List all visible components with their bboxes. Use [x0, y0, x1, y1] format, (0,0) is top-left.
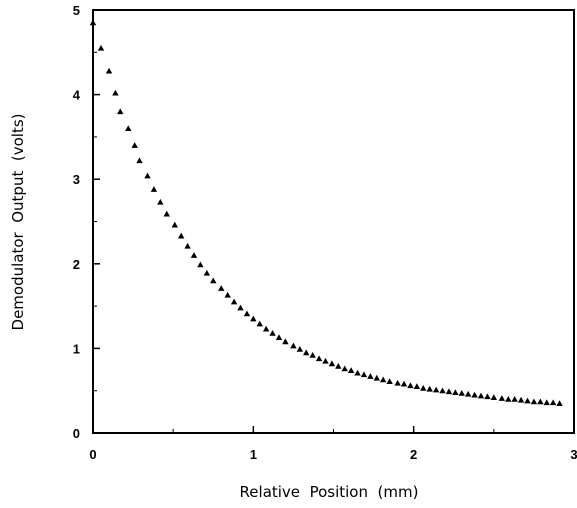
data-point [303, 349, 310, 356]
data-point [407, 382, 414, 389]
data-point [89, 19, 97, 26]
data-point [243, 310, 251, 317]
data-point [177, 232, 185, 239]
data-point [315, 355, 323, 362]
data-point [439, 387, 446, 394]
data-point [549, 399, 557, 406]
data-point [296, 346, 304, 352]
axis-ticks [92, 9, 575, 434]
data-point [256, 320, 263, 327]
data-point [262, 325, 270, 332]
data-point [445, 388, 453, 395]
data-point [250, 315, 257, 322]
x-axis-title: Relative Position (mm) [240, 483, 419, 501]
x-tick-label: 0 [89, 447, 96, 462]
data-point [511, 395, 518, 402]
data-point [230, 298, 238, 305]
data-point [282, 338, 289, 345]
y-tick-label: 2 [73, 257, 80, 272]
data-point [150, 186, 158, 192]
data-point [125, 125, 132, 131]
data-point [373, 374, 380, 381]
data-point [400, 380, 408, 387]
data-point [203, 269, 211, 276]
data-point [524, 397, 531, 404]
data-point [197, 261, 204, 268]
x-tick-label: 2 [410, 447, 417, 462]
data-point [157, 198, 164, 205]
data-point [380, 376, 387, 383]
data-point [184, 242, 191, 249]
data-point [136, 157, 143, 164]
data-point [328, 360, 336, 367]
data-point [269, 329, 276, 336]
data-point [97, 44, 105, 51]
data-point [530, 398, 538, 405]
data-points [89, 19, 563, 406]
data-point [105, 67, 113, 74]
data-point [517, 396, 525, 403]
data-point [144, 172, 151, 179]
data-point [354, 369, 361, 376]
data-point [163, 210, 170, 217]
data-point [464, 390, 472, 397]
y-tick-label: 0 [73, 426, 80, 441]
data-point [413, 383, 421, 390]
data-point [367, 373, 374, 379]
data-point [347, 367, 355, 373]
data-point [309, 351, 316, 358]
data-point [341, 365, 348, 372]
y-tick-label: 4 [73, 88, 81, 103]
data-point [426, 385, 433, 392]
plot-frame [92, 9, 575, 434]
data-point [290, 342, 297, 349]
y-axis-title: Demodulator Output (volts) [9, 114, 27, 331]
data-point [458, 390, 465, 396]
data-point [471, 391, 478, 398]
data-point [190, 252, 198, 258]
data-point [117, 108, 124, 115]
data-point [537, 398, 544, 405]
tick-labels: 0 1 2 3 0 1 2 3 4 5 [73, 3, 577, 462]
data-point [432, 386, 440, 393]
data-point [386, 378, 393, 384]
data-point [543, 399, 550, 406]
data-point [498, 395, 506, 401]
y-tick-label: 3 [73, 172, 80, 187]
x-tick-label: 3 [570, 447, 577, 462]
data-point [477, 392, 485, 399]
data-point [556, 400, 563, 406]
data-point [237, 304, 244, 311]
data-point [322, 357, 329, 364]
x-tick-label: 1 [250, 447, 257, 462]
data-point [210, 277, 217, 284]
data-point [112, 89, 119, 96]
data-point [484, 393, 491, 400]
data-point [335, 362, 342, 369]
data-point [171, 221, 178, 228]
data-point [490, 394, 498, 401]
data-point [505, 395, 512, 402]
data-point [420, 384, 427, 391]
data-point [275, 334, 283, 340]
data-point [224, 291, 231, 298]
data-point [360, 371, 368, 378]
data-point [218, 285, 225, 291]
y-tick-label: 1 [73, 341, 80, 356]
data-point [452, 389, 459, 395]
data-point [394, 379, 401, 386]
y-tick-label: 5 [73, 3, 80, 18]
data-point [131, 142, 138, 148]
